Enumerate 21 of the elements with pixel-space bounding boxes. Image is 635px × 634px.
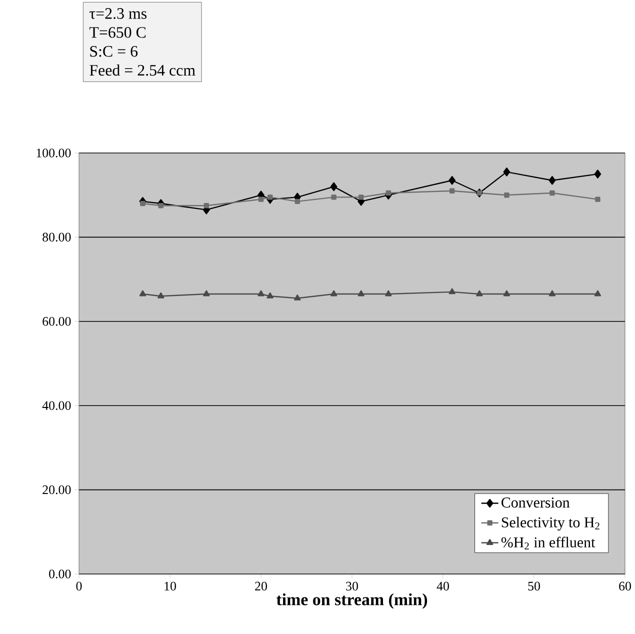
text: T=650 C xyxy=(89,27,146,38)
y-tick-label: 80.00 xyxy=(42,232,71,242)
x-tick-label: 50 xyxy=(528,582,540,591)
text: Feed = 2.54 ccm xyxy=(90,64,196,76)
y-tick-label: 60.00 xyxy=(42,317,71,326)
y-tick-label: 100.00 xyxy=(36,148,71,158)
x-tick-label: 30 xyxy=(346,582,358,591)
x-tick-label: 10 xyxy=(164,582,176,591)
legend-label: Conversion xyxy=(502,498,570,508)
x-tick-label: 60 xyxy=(619,582,631,591)
x-tick-label: 40 xyxy=(436,582,449,591)
x-tick-label: 20 xyxy=(255,582,267,591)
text: S:C = 6 xyxy=(90,46,138,57)
legend-label: %H$_{2}$ in effluent xyxy=(501,536,596,550)
text: τ=2.3 ms xyxy=(90,8,147,19)
x-tick-label: 0 xyxy=(76,582,82,591)
legend-label: Selectivity to H$_{2}$ xyxy=(502,516,600,530)
y-tick-label: 20.00 xyxy=(42,485,71,494)
y-tick-label: 40.00 xyxy=(42,401,71,410)
y-tick-label: 0.00 xyxy=(49,570,71,578)
x-axis-title: time on stream (min) xyxy=(276,593,428,609)
